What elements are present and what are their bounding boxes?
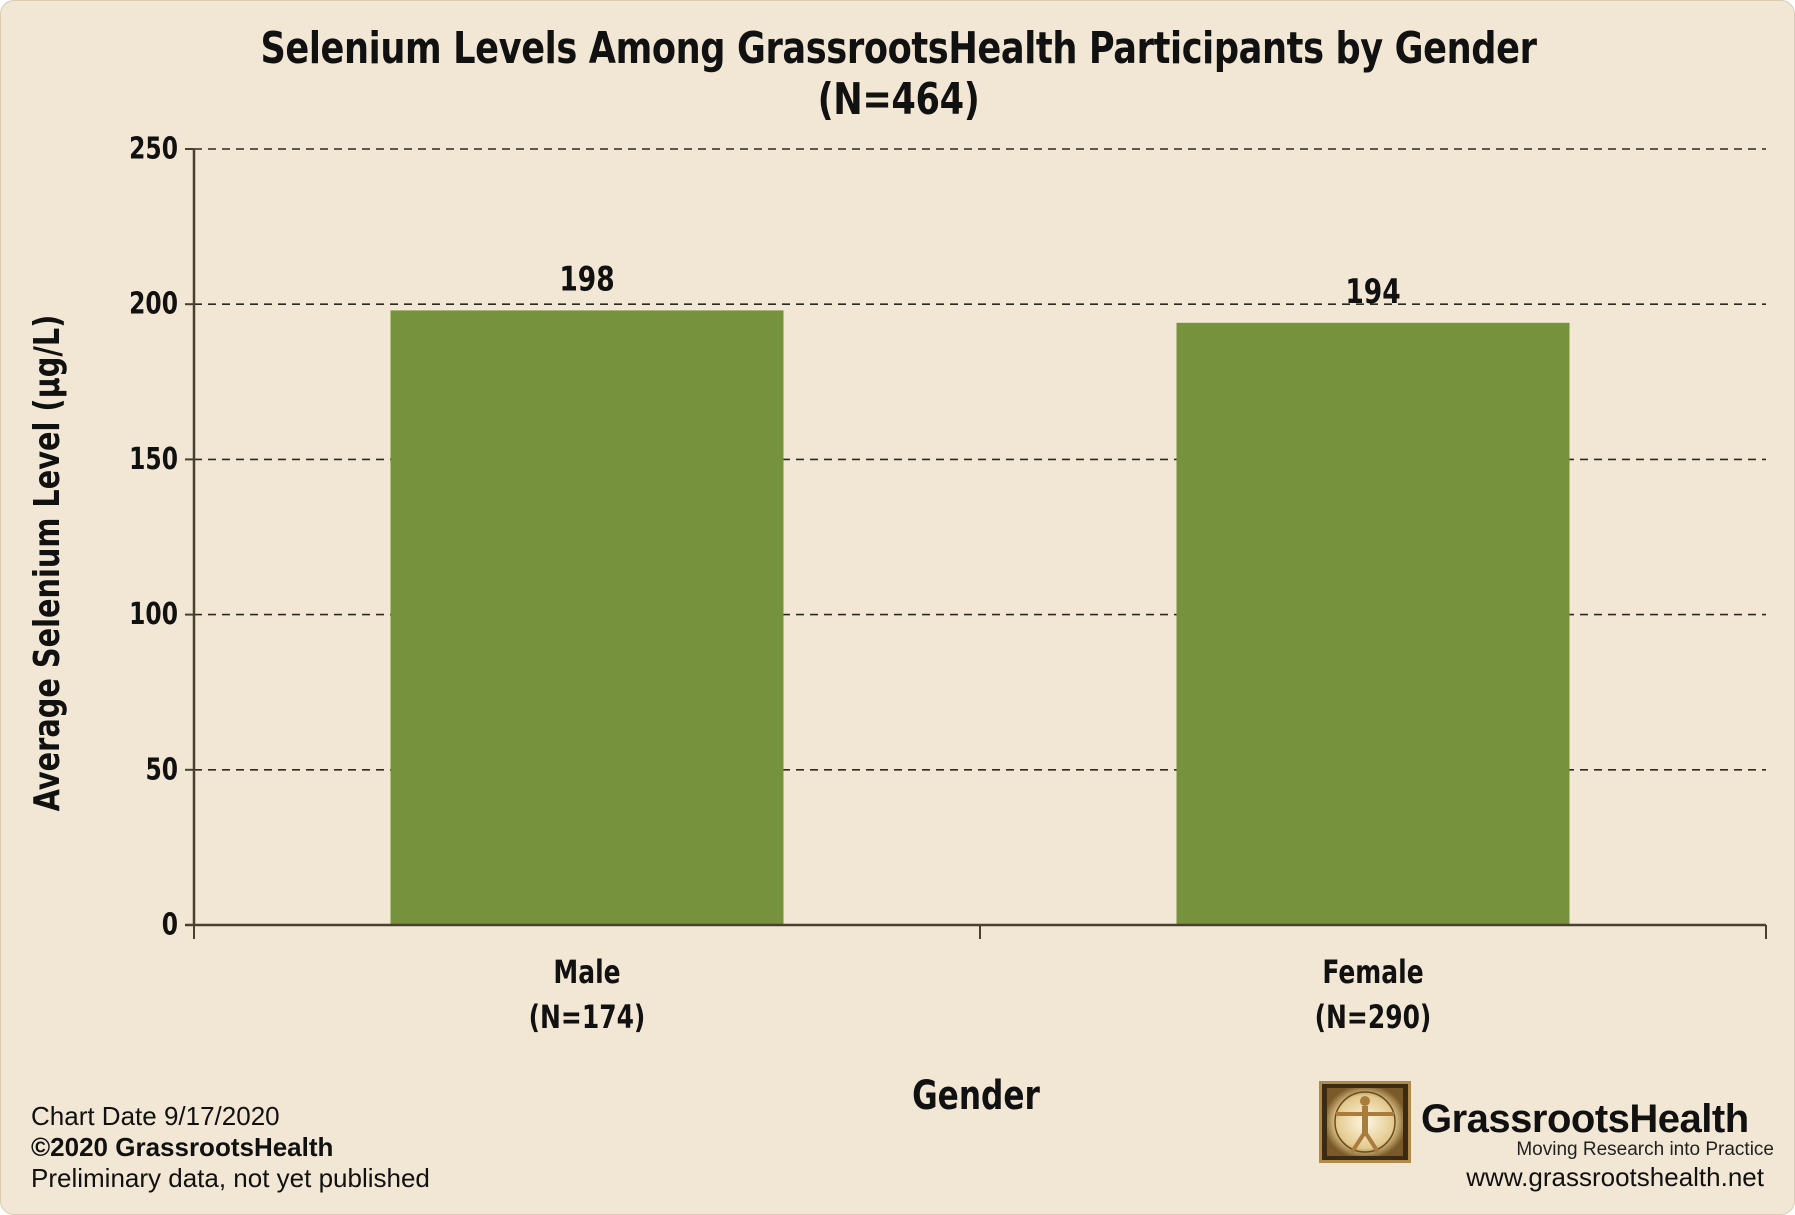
x-tick-label-n: (N=290) bbox=[1315, 998, 1432, 1036]
x-axis-title: Gender bbox=[912, 1073, 1040, 1119]
y-axis-title: Average Selenium Level (µg/L) bbox=[26, 315, 68, 812]
bar bbox=[390, 310, 784, 926]
chart-title: Selenium Levels Among GrassrootsHealth P… bbox=[260, 23, 1537, 125]
y-tick-label: 50 bbox=[145, 753, 178, 788]
brand-tagline: Moving Research into Practice bbox=[1516, 1139, 1774, 1160]
chart-footer: Chart Date 9/17/2020 ©2020 GrassrootsHea… bbox=[31, 1101, 430, 1194]
y-tick-label: 200 bbox=[129, 287, 178, 322]
bar bbox=[1176, 322, 1570, 926]
y-tick-label: 250 bbox=[129, 132, 178, 167]
x-tick-label-n: (N=174) bbox=[529, 998, 646, 1036]
data-label: 198 bbox=[559, 260, 614, 299]
y-tick-label: 0 bbox=[162, 908, 178, 943]
brand-name: GrassrootsHealth bbox=[1421, 1097, 1749, 1141]
brand-website: www.grassrootshealth.net bbox=[1466, 1162, 1764, 1192]
preliminary-note: Preliminary data, not yet published bbox=[31, 1163, 430, 1193]
y-tick-label: 100 bbox=[129, 597, 178, 632]
copyright-notice: ©2020 GrassrootsHealth bbox=[31, 1132, 334, 1162]
data-label: 194 bbox=[1345, 273, 1400, 312]
vitruvian-man-logo-icon bbox=[1319, 1081, 1411, 1163]
y-tick-label: 150 bbox=[129, 442, 178, 477]
chart-date: Chart Date 9/17/2020 bbox=[31, 1101, 280, 1131]
x-tick-label: Male bbox=[553, 953, 620, 991]
x-tick-label: Female bbox=[1322, 953, 1423, 991]
